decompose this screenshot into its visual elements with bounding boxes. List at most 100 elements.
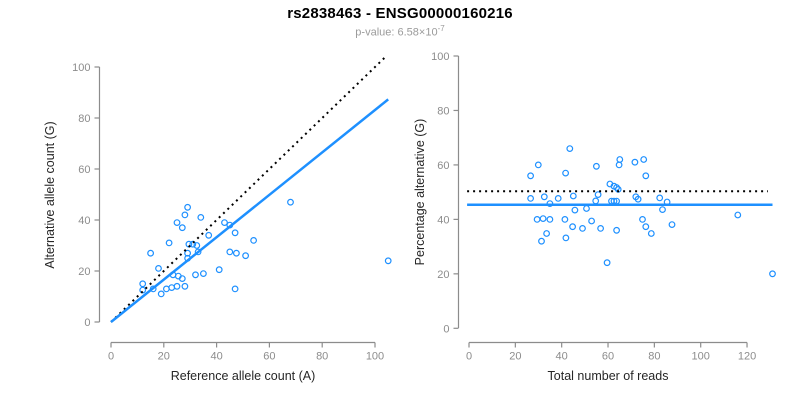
x-axis-title: Reference allele count (A): [171, 369, 316, 383]
fit-line: [110, 98, 389, 323]
data-point: [588, 217, 595, 225]
data-point: [250, 236, 258, 244]
data-point: [734, 211, 742, 219]
x-tick-label: 0: [108, 351, 114, 363]
data-point: [527, 194, 534, 202]
y-tick-label: 0: [84, 317, 90, 329]
y-tick-label: 20: [437, 269, 449, 281]
data-point: [616, 156, 624, 163]
p-value-text: p-value: 6.58×10: [355, 26, 438, 39]
data-point: [642, 223, 650, 231]
y-tick-label: 80: [437, 105, 449, 117]
figure-title: rs2838463 - ENSG00000160216: [287, 5, 513, 22]
data-point: [613, 226, 620, 234]
x-tick-label: 20: [158, 351, 170, 363]
data-point: [197, 213, 205, 221]
data-point: [226, 248, 234, 256]
y-axis-title: Percentage alternative (G): [413, 119, 427, 266]
x-tick-label: 60: [602, 351, 614, 363]
data-point: [147, 249, 155, 257]
data-point: [165, 239, 173, 247]
data-point: [543, 230, 550, 237]
x-tick-label: 120: [738, 351, 756, 363]
data-point: [181, 282, 189, 290]
data-point: [631, 158, 639, 166]
y-tick-label: 100: [72, 62, 90, 74]
data-point: [231, 229, 239, 237]
data-point: [178, 275, 186, 283]
x-tick-label: 100: [366, 351, 384, 363]
data-point: [157, 290, 165, 298]
data-point: [168, 284, 176, 292]
data-point: [231, 285, 239, 293]
y-tick-label: 40: [78, 215, 90, 227]
y-tick-label: 40: [437, 214, 449, 226]
data-point: [384, 257, 392, 265]
y-tick-label: 100: [431, 51, 449, 63]
data-point: [593, 162, 600, 170]
x-tick-label: 60: [263, 351, 275, 363]
x-tick-label: 20: [509, 351, 521, 363]
data-point: [139, 286, 147, 294]
data-point: [205, 231, 213, 239]
x-axis-title: Total number of reads: [548, 369, 669, 383]
data-point: [194, 248, 202, 256]
data-point: [597, 224, 604, 232]
data-point: [562, 234, 570, 242]
y-axis-title: Alternative allele count (G): [43, 121, 57, 268]
reference-line: [110, 54, 388, 323]
data-point: [193, 242, 201, 249]
data-point: [561, 215, 569, 223]
data-point: [615, 161, 623, 169]
figure-subtitle: p-value: 6.58×10-7: [0, 24, 800, 39]
data-point: [566, 145, 574, 153]
x-tick-label: 40: [210, 351, 222, 363]
data-point: [538, 237, 545, 245]
data-point: [533, 215, 541, 223]
data-point: [569, 192, 577, 200]
data-point: [539, 215, 547, 223]
data-point: [221, 219, 228, 227]
data-point: [668, 221, 676, 229]
data-point: [594, 191, 602, 199]
data-point: [583, 205, 590, 212]
data-point: [659, 206, 666, 214]
data-point: [162, 285, 170, 293]
data-point: [242, 252, 250, 260]
x-tick-label: 80: [648, 351, 660, 363]
data-point: [634, 195, 642, 203]
data-point: [647, 230, 655, 237]
data-point: [613, 184, 620, 191]
data-point: [192, 271, 199, 279]
data-point: [189, 240, 197, 248]
data-point: [139, 280, 147, 288]
data-point: [181, 211, 189, 219]
data-point: [656, 194, 664, 202]
data-point: [173, 282, 181, 290]
data-point: [562, 169, 569, 177]
data-point: [232, 249, 240, 257]
y-tick-label: 20: [78, 266, 90, 278]
x-tick-label: 40: [556, 351, 568, 363]
data-point: [642, 172, 650, 180]
data-point: [603, 259, 611, 267]
y-tick-label: 0: [443, 323, 449, 335]
y-tick-label: 60: [437, 160, 449, 172]
data-point: [554, 194, 562, 202]
data-point: [287, 198, 294, 206]
data-point: [155, 265, 162, 272]
data-point: [569, 223, 576, 231]
data-point: [579, 224, 586, 232]
data-point: [178, 224, 186, 232]
data-point: [639, 215, 646, 223]
x-tick-label: 100: [692, 351, 710, 363]
data-point: [199, 270, 207, 278]
data-point: [184, 203, 192, 211]
x-tick-label: 0: [466, 351, 472, 363]
data-point: [571, 206, 579, 214]
p-value-exponent: -7: [437, 24, 445, 33]
data-point: [540, 193, 548, 201]
data-point: [546, 215, 554, 223]
